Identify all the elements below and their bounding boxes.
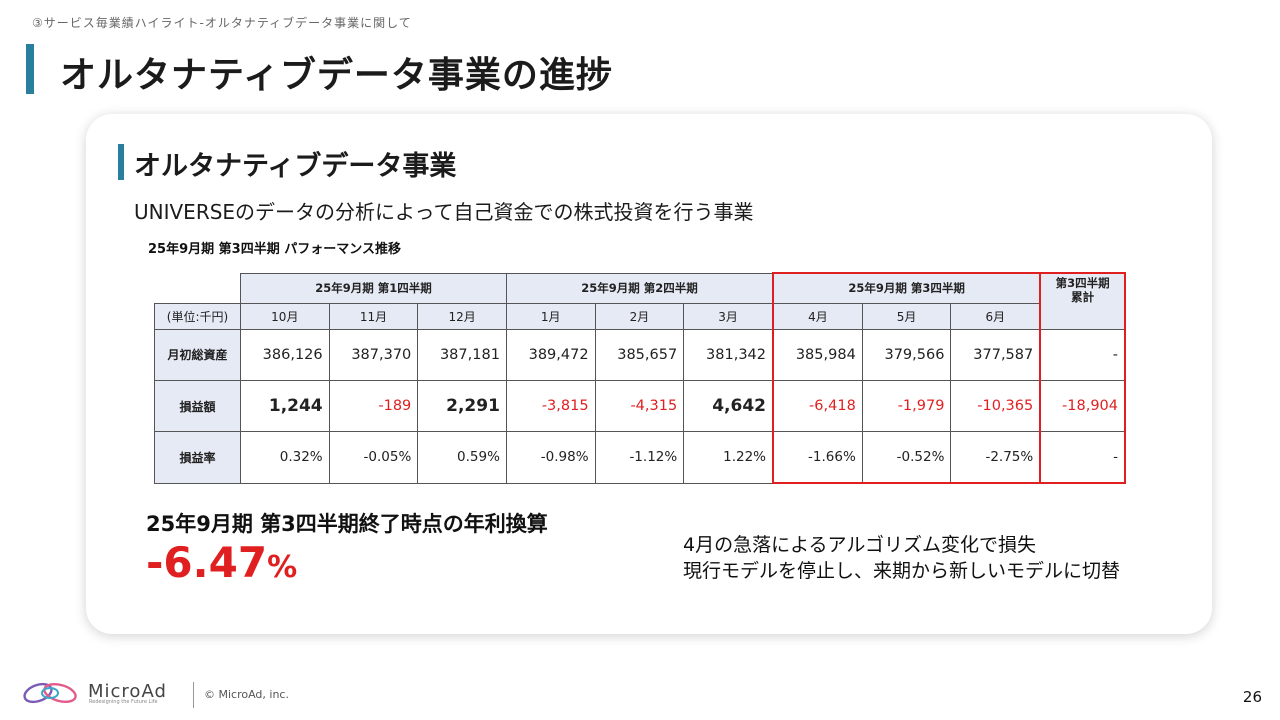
- microad-logo-icon: [23, 682, 77, 704]
- annual-rate-value: -6.47%: [146, 538, 297, 587]
- table-cell-cumulative: -: [1039, 328, 1126, 381]
- cumulative-header: 第3四半期 累計: [1039, 271, 1126, 330]
- brand-tagline: Redesigning the Future Life: [89, 699, 158, 705]
- table-cell: 386,126: [240, 328, 330, 381]
- quarter-header-q3: 25年9月期 第3四半期: [771, 271, 1042, 304]
- annual-rate-unit: %: [267, 550, 298, 585]
- cumulative-header-line2: 累計: [1071, 290, 1095, 304]
- table-cell: 387,181: [417, 328, 507, 381]
- table-caption: 25年9月期 第3四半期 パフォーマンス推移: [148, 242, 401, 257]
- table-cell: -6,418: [771, 379, 863, 433]
- month-header: 5月: [861, 302, 952, 330]
- month-header: 12月: [417, 302, 507, 330]
- month-header: 1月: [505, 302, 596, 330]
- table-cell: 0.59%: [417, 431, 507, 484]
- footer-divider: [193, 682, 194, 708]
- table-cell: 385,984: [771, 328, 863, 381]
- month-header: 6月: [950, 302, 1042, 330]
- breadcrumb: ③サービス毎業績ハイライト-オルタナティブデータ事業に関して: [32, 16, 412, 30]
- note-line-1: 4月の急落によるアルゴリズム変化で損失: [683, 534, 1036, 556]
- table-cell: -189: [328, 379, 419, 433]
- table-corner: [154, 273, 241, 304]
- table-cell: -1,979: [861, 379, 952, 433]
- table-cell: -4,315: [594, 379, 685, 433]
- month-header: 3月: [683, 302, 774, 330]
- table-cell: 4,642: [683, 379, 774, 433]
- table-cell: 1.22%: [683, 431, 774, 484]
- month-header: 11月: [328, 302, 419, 330]
- annual-rate-label: 25年9月期 第3四半期終了時点の年利換算: [146, 512, 548, 536]
- section-accent-bar: [118, 144, 124, 180]
- table-cell: 377,587: [950, 328, 1042, 381]
- title-accent-bar: [26, 44, 34, 94]
- month-header: 10月: [240, 302, 330, 330]
- row-label: 損益率: [154, 431, 241, 484]
- section-title: オルタナティブデータ事業: [134, 151, 457, 182]
- table-cell: -2.75%: [950, 431, 1042, 485]
- page-number: 26: [1242, 688, 1262, 706]
- month-header: 4月: [771, 302, 863, 330]
- row-label: 月初総資産: [154, 328, 241, 381]
- table-row-profit: 損益額 1,244 -189 2,291 -3,815 -4,315 4,642…: [154, 379, 1126, 433]
- table-cell: -0.52%: [861, 431, 952, 485]
- annual-rate-number: -6.47: [146, 538, 268, 587]
- page-title: オルタナティブデータ事業の進捗: [60, 55, 613, 96]
- table-row-rate: 損益率 0.32% -0.05% 0.59% -0.98% -1.12% 1.2…: [154, 431, 1126, 485]
- table-cell: 379,566: [861, 328, 952, 381]
- row-label: 損益額: [154, 379, 241, 433]
- note-line-2: 現行モデルを停止し、来期から新しいモデルに切替: [683, 560, 1121, 582]
- table-cell: 385,657: [594, 328, 685, 381]
- table-cell: 389,472: [505, 328, 596, 381]
- table-cell: 387,370: [328, 328, 419, 381]
- table-cell: 0.32%: [240, 431, 330, 484]
- quarter-header-q2: 25年9月期 第2四半期: [505, 272, 774, 304]
- performance-table: 25年9月期 第1四半期 25年9月期 第2四半期 25年9月期 第3四半期 第…: [154, 271, 1126, 485]
- explanation-note: 4月の急落によるアルゴリズム変化で損失 現行モデルを停止し、来期から新しいモデル…: [683, 532, 1120, 584]
- table-cell: 1,244: [240, 379, 330, 433]
- table-cell: -0.05%: [328, 431, 419, 484]
- copyright: © MicroAd, inc.: [204, 688, 289, 701]
- section-description: UNIVERSEのデータの分析によって自己資金での株式投資を行う事業: [134, 200, 754, 224]
- table-cell: 381,342: [683, 328, 774, 381]
- month-header: 2月: [594, 302, 685, 330]
- table-cell: -3,815: [505, 379, 596, 433]
- quarter-header-q1: 25年9月期 第1四半期: [240, 272, 507, 304]
- table-row-assets: 月初総資産 386,126 387,370 387,181 389,472 38…: [154, 328, 1126, 381]
- table-cell: -0.98%: [505, 431, 596, 484]
- table-cell-cumulative: -18,904: [1039, 379, 1126, 433]
- table-cell: -10,365: [950, 379, 1042, 433]
- table-cell: -1.12%: [594, 431, 685, 484]
- brand-name: MicroAd: [88, 681, 167, 702]
- table-cell: -1.66%: [771, 431, 863, 485]
- table-cell: 2,291: [417, 379, 507, 433]
- unit-label: (単位:千円): [154, 302, 241, 330]
- cumulative-header-line1: 第3四半期: [1055, 276, 1110, 290]
- table-cell-cumulative: -: [1039, 431, 1126, 485]
